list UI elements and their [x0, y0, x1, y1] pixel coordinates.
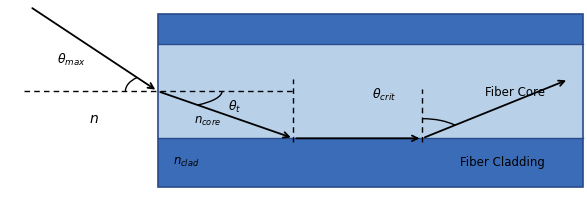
Text: $\theta_t$: $\theta_t$: [228, 99, 242, 115]
Text: $\theta_{crit}$: $\theta_{crit}$: [372, 87, 396, 103]
Bar: [158, 14, 583, 44]
Bar: [158, 44, 583, 138]
Text: Fiber Cladding: Fiber Cladding: [460, 156, 545, 169]
Text: $n_{core}$: $n_{core}$: [194, 115, 221, 128]
Text: $n_{clad}$: $n_{clad}$: [173, 156, 200, 169]
Text: $\theta_{max}$: $\theta_{max}$: [56, 52, 85, 68]
Bar: [158, 138, 583, 188]
Text: $n$: $n$: [89, 112, 99, 126]
Text: Fiber Core: Fiber Core: [485, 86, 545, 99]
Bar: [158, 14, 583, 188]
